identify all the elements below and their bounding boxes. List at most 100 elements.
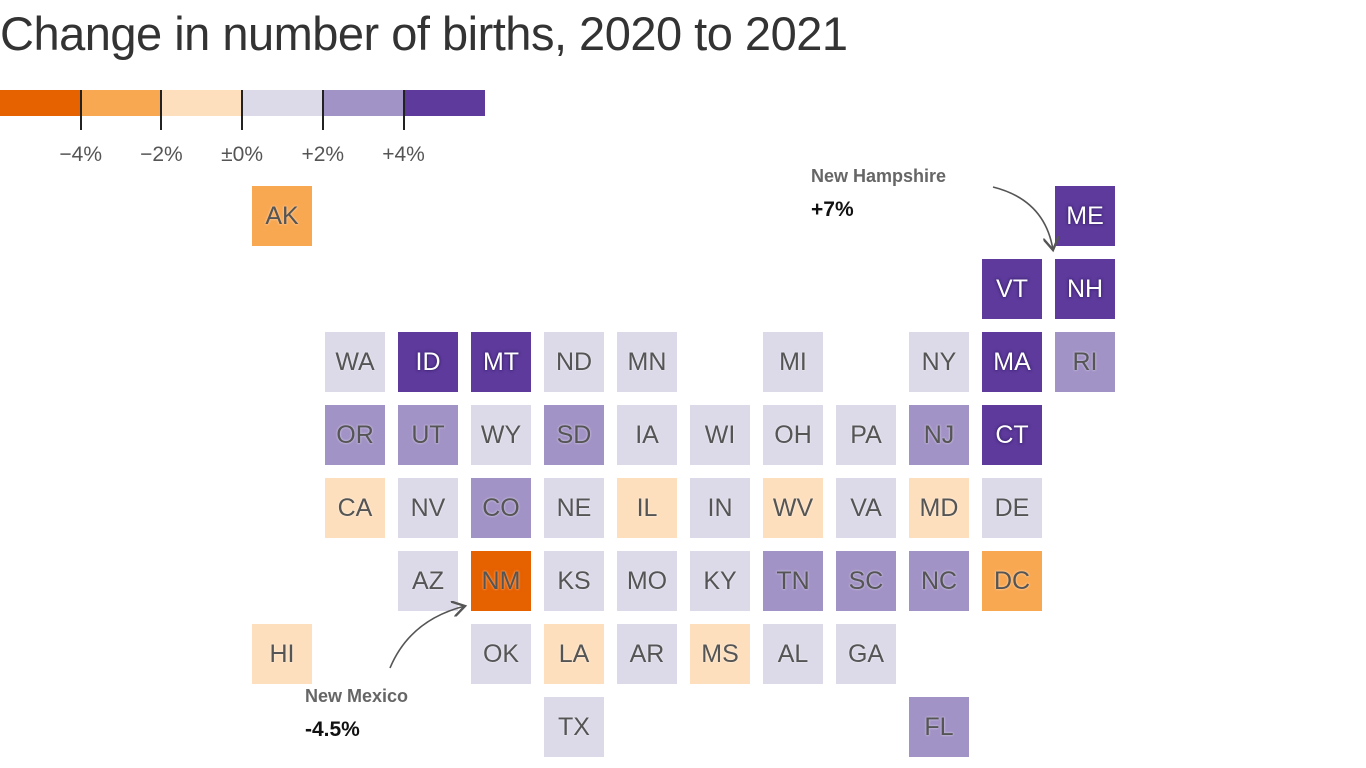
state-tile-wy: WY xyxy=(471,405,531,465)
state-label: GA xyxy=(847,639,885,668)
state-tile-co: CO xyxy=(471,478,531,538)
state-tile-la: LA xyxy=(544,624,604,684)
state-label: VT xyxy=(996,274,1028,303)
state-label: ID xyxy=(415,347,441,376)
state-label: ND xyxy=(555,347,593,376)
nh-arrow xyxy=(992,186,1053,250)
state-label: PA xyxy=(850,420,882,449)
state-tile-ks: KS xyxy=(544,551,604,611)
state-tile-tx: TX xyxy=(544,697,604,757)
state-tile-mo: MO xyxy=(617,551,677,611)
state-label: AZ xyxy=(412,566,444,595)
state-tile-ga: GA xyxy=(836,624,896,684)
nm-annotation-name: New Mexico xyxy=(305,686,409,706)
state-label: MI xyxy=(779,347,807,376)
nh-annotation-value: +7% xyxy=(811,198,854,221)
state-label: NV xyxy=(410,493,446,522)
state-tile-md: MD xyxy=(909,478,969,538)
state-label: WY xyxy=(480,420,522,449)
state-label: WV xyxy=(772,493,814,522)
legend-swatch xyxy=(322,90,404,116)
color-legend: −4% −2% ±0% +2% +4% xyxy=(0,90,485,166)
state-label: DE xyxy=(994,493,1030,522)
state-tile-il: IL xyxy=(617,478,677,538)
legend-tick xyxy=(79,90,82,130)
state-label: KS xyxy=(557,566,591,595)
nm-arrow xyxy=(389,606,465,669)
state-label: OH xyxy=(774,420,812,449)
state-tile-nm: NM xyxy=(471,551,531,611)
state-tile-in: IN xyxy=(690,478,750,538)
state-tile-me: ME xyxy=(1055,186,1115,246)
state-label: WA xyxy=(335,347,375,376)
state-tile-oh: OH xyxy=(763,405,823,465)
state-label: OR xyxy=(336,420,374,449)
state-label: WI xyxy=(704,420,736,449)
state-label: NC xyxy=(920,566,958,595)
state-tile-ct: CT xyxy=(982,405,1042,465)
legend-swatch xyxy=(0,90,81,116)
state-label: NJ xyxy=(923,420,955,449)
state-tile-ms: MS xyxy=(690,624,750,684)
legend-tick xyxy=(321,90,324,130)
state-label: AK xyxy=(265,201,299,230)
state-tile-nj: NJ xyxy=(909,405,969,465)
state-tile-wa: WA xyxy=(325,332,385,392)
state-label: IN xyxy=(707,493,733,522)
state-label: CA xyxy=(337,493,373,522)
legend-swatch xyxy=(242,90,324,116)
state-label: MA xyxy=(993,347,1031,376)
state-tile-or: OR xyxy=(325,405,385,465)
legend-tick xyxy=(241,90,244,130)
state-tile-nh: NH xyxy=(1055,259,1115,319)
state-label: ME xyxy=(1066,201,1104,230)
state-label: HI xyxy=(269,639,295,668)
state-label: LA xyxy=(558,639,590,668)
nh-annotation-name: New Hampshire xyxy=(811,166,947,186)
state-tile-wi: WI xyxy=(690,405,750,465)
state-label: SC xyxy=(848,566,884,595)
state-tile-ma: MA xyxy=(982,332,1042,392)
state-label: IL xyxy=(636,493,658,522)
state-tile-ky: KY xyxy=(690,551,750,611)
state-label: RI xyxy=(1072,347,1098,376)
state-tile-az: AZ xyxy=(398,551,458,611)
state-tile-ne: NE xyxy=(544,478,604,538)
state-tile-nc: NC xyxy=(909,551,969,611)
legend-swatch xyxy=(80,90,162,116)
state-label: SD xyxy=(556,420,592,449)
state-label: NE xyxy=(556,493,592,522)
state-tile-ak: AK xyxy=(252,186,312,246)
legend-tick xyxy=(402,90,405,130)
state-label: OK xyxy=(482,639,520,668)
state-tile-mn: MN xyxy=(617,332,677,392)
state-tile-mt: MT xyxy=(471,332,531,392)
legend-swatch xyxy=(403,90,485,116)
state-tile-sc: SC xyxy=(836,551,896,611)
state-tile-al: AL xyxy=(763,624,823,684)
legend-tick-label: +2% xyxy=(301,143,345,166)
state-tile-pa: PA xyxy=(836,405,896,465)
state-tile-ar: AR xyxy=(617,624,677,684)
state-tile-ia: IA xyxy=(617,405,677,465)
state-label: FL xyxy=(924,712,954,741)
state-tile-ny: NY xyxy=(909,332,969,392)
state-tile-hi: HI xyxy=(252,624,312,684)
state-label: NH xyxy=(1066,274,1104,303)
state-tile-wv: WV xyxy=(763,478,823,538)
state-tile-vt: VT xyxy=(982,259,1042,319)
state-label: MD xyxy=(919,493,959,522)
state-label: TX xyxy=(558,712,590,741)
state-tile-ca: CA xyxy=(325,478,385,538)
state-label: AR xyxy=(629,639,665,668)
state-label: IA xyxy=(635,420,659,449)
state-label: CT xyxy=(995,420,1029,449)
state-label: NY xyxy=(921,347,957,376)
legend-tick xyxy=(160,90,163,130)
legend-tick-label: −2% xyxy=(140,143,183,166)
state-label: MO xyxy=(626,566,668,595)
state-tile-ok: OK xyxy=(471,624,531,684)
state-tile-de: DE xyxy=(982,478,1042,538)
nm-annotation-value: -4.5% xyxy=(305,718,360,741)
